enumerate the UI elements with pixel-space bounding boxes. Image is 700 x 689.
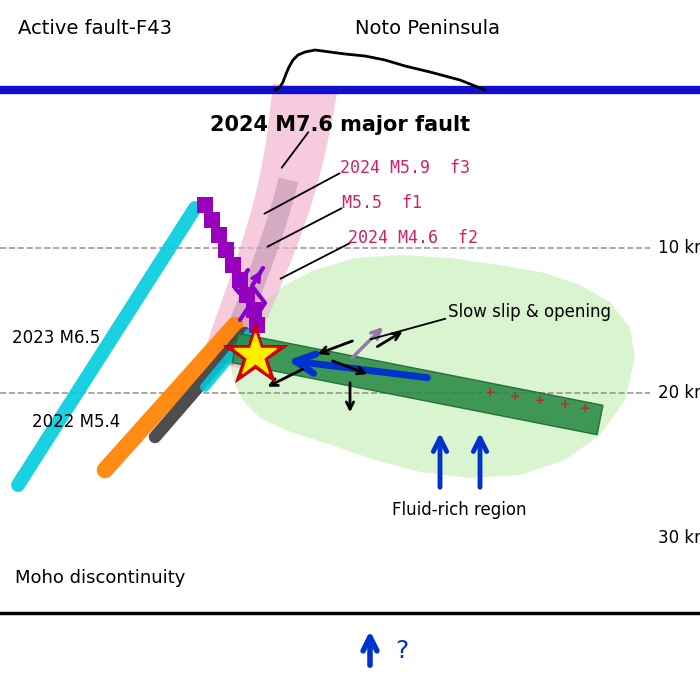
Text: 10 km: 10 km: [658, 239, 700, 257]
Text: +: +: [535, 393, 545, 407]
Text: Fluid-rich region: Fluid-rich region: [392, 501, 526, 519]
Polygon shape: [215, 177, 298, 367]
Polygon shape: [203, 83, 337, 371]
Text: +: +: [580, 402, 590, 415]
Text: Noto Peninsula: Noto Peninsula: [355, 19, 500, 37]
Text: 2024 M4.6  f2: 2024 M4.6 f2: [348, 229, 478, 247]
Text: Slow slip & opening: Slow slip & opening: [448, 303, 611, 321]
Text: 30 km: 30 km: [658, 529, 700, 547]
Text: 20 km: 20 km: [658, 384, 700, 402]
Text: ?: ?: [395, 639, 408, 663]
Polygon shape: [230, 255, 635, 478]
Text: 2024 M7.6 major fault: 2024 M7.6 major fault: [210, 115, 470, 135]
Text: Moho discontinuity: Moho discontinuity: [15, 569, 186, 587]
Polygon shape: [232, 333, 603, 435]
Text: +: +: [560, 398, 570, 411]
Text: M5.5  f1: M5.5 f1: [342, 194, 422, 212]
Text: Active fault-F43: Active fault-F43: [18, 19, 172, 37]
Text: 2024 M5.9  f3: 2024 M5.9 f3: [340, 159, 470, 177]
Text: 2023 M6.5: 2023 M6.5: [12, 329, 100, 347]
Text: +: +: [484, 386, 496, 398]
Text: 2022 M5.4: 2022 M5.4: [32, 413, 120, 431]
Text: +: +: [510, 389, 520, 402]
